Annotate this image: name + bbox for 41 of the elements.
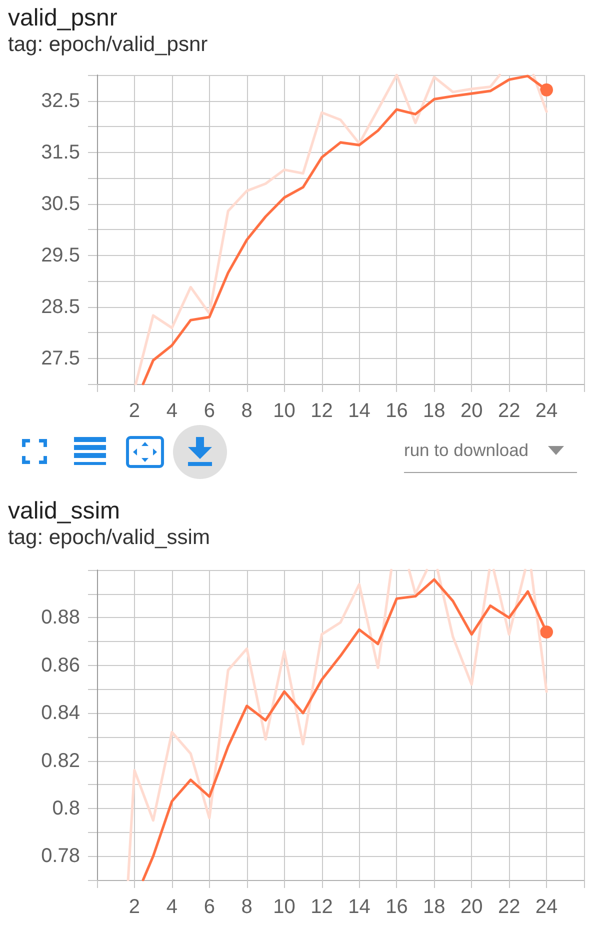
x-tick-label: 22	[498, 400, 520, 422]
x-tick-label: 4	[166, 400, 178, 422]
y-tick-label: 0.82	[41, 750, 80, 772]
x-tick-label: 6	[204, 896, 215, 918]
chart-subtitle: tag: epoch/valid_ssim	[8, 526, 210, 549]
x-tick-label: 24	[535, 400, 558, 422]
y-tick-label: 27.5	[41, 347, 80, 370]
x-tick-label: 18	[423, 896, 446, 918]
y-tick-label: 29.5	[41, 244, 80, 266]
x-tick-label: 2	[128, 896, 140, 918]
x-tick-label: 12	[310, 400, 333, 422]
x-tick-label: 6	[204, 400, 215, 422]
y-tick-label: 32.5	[41, 90, 80, 112]
x-tick-label: 20	[460, 400, 483, 422]
y-tick-label: 0.86	[41, 654, 80, 676]
x-tick-label: 24	[535, 896, 558, 918]
x-tick-label: 10	[273, 896, 296, 918]
x-tick-label: 20	[460, 896, 483, 918]
x-tick-label: 8	[241, 400, 252, 422]
chart-subtitle: tag: epoch/valid_psnr	[8, 33, 208, 56]
y-tick-label: 28.5	[41, 296, 80, 318]
x-tick-label: 4	[166, 896, 178, 918]
y-tick-label: 0.84	[41, 702, 80, 724]
dropdown-field: run to download	[404, 436, 577, 473]
y-tick-label: 0.88	[41, 606, 80, 629]
x-tick-label: 14	[348, 896, 370, 918]
x-tick-label: 2	[128, 400, 140, 422]
x-tick-label: 16	[386, 400, 408, 422]
x-tick-label: 22	[498, 896, 520, 918]
x-tick-label: 10	[273, 400, 296, 422]
x-tick-label: 16	[386, 896, 408, 918]
chart-title: valid_ssim	[8, 498, 120, 524]
x-tick-label: 14	[348, 400, 370, 422]
y-tick-label: 0.78	[41, 845, 80, 868]
x-tick-label: 18	[423, 400, 446, 422]
y-tick-label: 0.8	[52, 797, 80, 820]
y-tick-label: 30.5	[41, 192, 80, 215]
x-tick-label: 8	[241, 896, 252, 918]
y-tick-label: 31.5	[41, 141, 80, 164]
x-tick-label: 12	[310, 896, 333, 918]
chart-title: valid_psnr	[8, 4, 118, 32]
